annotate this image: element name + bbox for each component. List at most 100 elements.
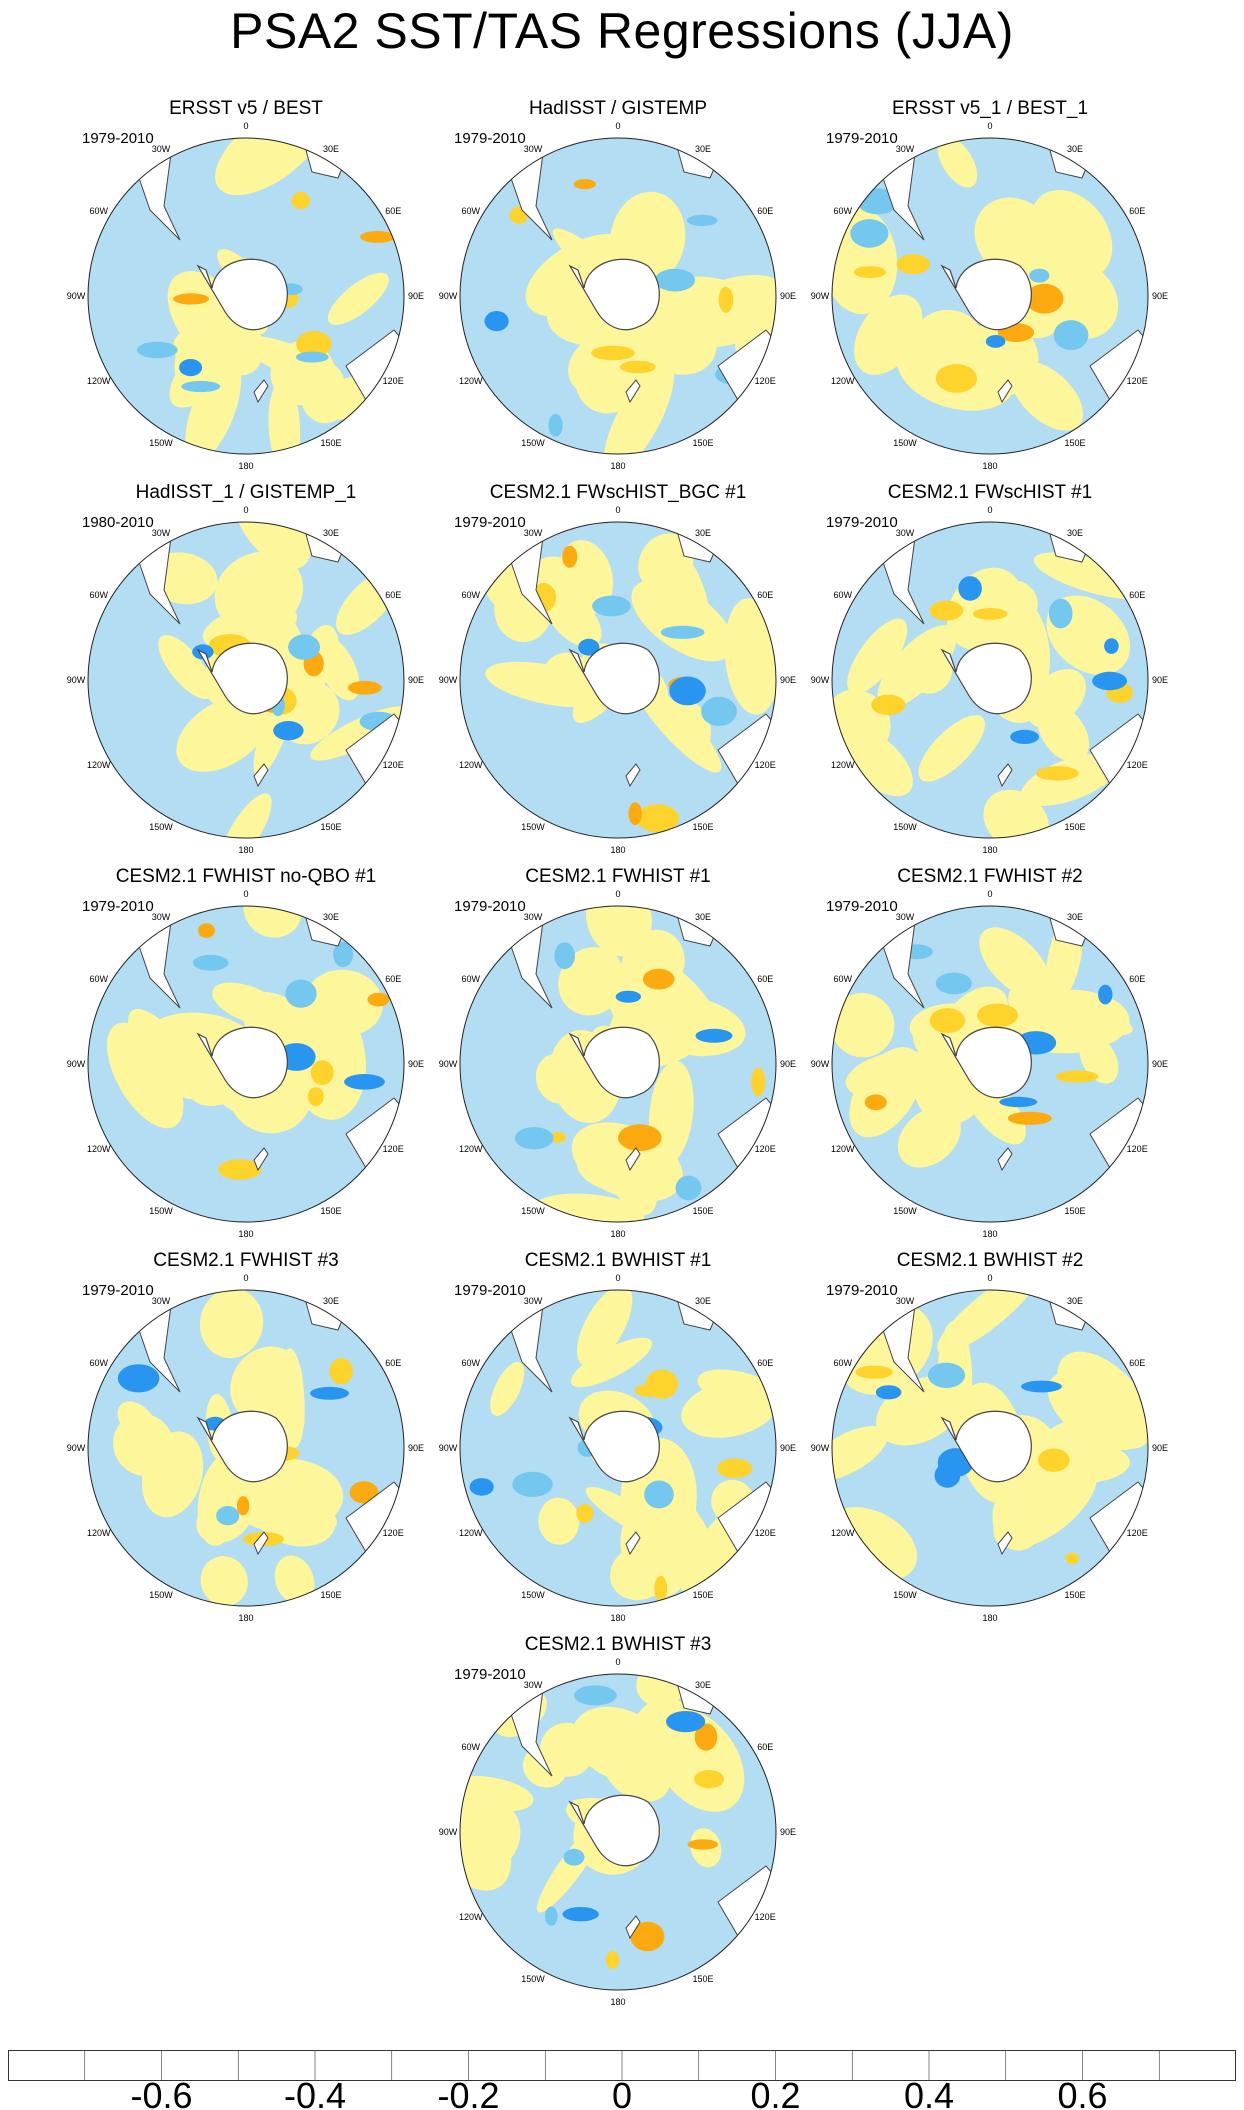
longitude-label: 60E (385, 590, 401, 600)
map-boundary (831, 521, 1149, 839)
longitude-label: 30E (323, 528, 339, 538)
longitude-label: 60W (462, 974, 481, 984)
longitude-label: 150E (1064, 1590, 1085, 1600)
longitude-label: 90W (811, 291, 830, 301)
longitude-label: 150W (893, 438, 917, 448)
strong-positive-anomaly (896, 254, 930, 275)
panel-period: 1979-2010 (454, 514, 526, 531)
longitude-label: 60W (90, 974, 109, 984)
longitude-label: 30E (695, 1296, 711, 1306)
strong-positive-anomaly (550, 1131, 566, 1143)
new-zealand-landmass (253, 1147, 269, 1172)
negative-anomaly-region (344, 1074, 385, 1090)
map-boundary (831, 1289, 1149, 1607)
positive-anomaly-region (185, 358, 242, 454)
panel-period: 1979-2010 (826, 130, 898, 147)
positive-anomaly-region (327, 272, 389, 325)
negative-anomaly-region (288, 634, 321, 660)
longitude-label: 150W (521, 1974, 545, 1984)
new-zealand-landmass (997, 763, 1013, 788)
polar-map: 0 30E 60E 90E 120E 150E 180 150W 120W 90W 60W 30W (811, 121, 1168, 471)
positive-anomaly-region (304, 969, 383, 1036)
longitude-label: 180 (610, 1229, 625, 1239)
colorbar-tick-label: 0.2 (750, 2075, 800, 2110)
polar-map: 0 30E 60E 90E 120E 150E 180 150W 120W 90W 60W 30W (439, 505, 796, 855)
strong-positive-anomaly (573, 179, 596, 190)
positive-anomaly-region (638, 533, 694, 592)
longitude-label: 90E (408, 675, 424, 685)
antarctica-landmass (940, 1410, 1032, 1483)
new-zealand-landmass (253, 379, 269, 404)
strong-positive-anomaly (236, 1496, 250, 1516)
longitude-label: 120W (87, 760, 111, 770)
panel-period: 1980-2010 (82, 514, 154, 531)
map-boundary (459, 1289, 777, 1607)
map-boundary (459, 521, 777, 839)
strong-positive-anomaly (605, 1950, 620, 1969)
negative-anomaly-region (935, 972, 972, 995)
negative-anomaly-region (574, 1685, 617, 1706)
panel-title: HadISST_1 / GISTEMP_1 (135, 482, 357, 503)
longitude-label: 120W (459, 1528, 483, 1538)
strong-positive-anomaly (296, 330, 332, 358)
new-zealand-landmass (997, 1531, 1013, 1556)
longitude-label: 30W (896, 912, 915, 922)
negative-anomaly-region (216, 1506, 240, 1526)
negative-anomaly-region (562, 1907, 599, 1922)
map-panel: CESM2.1 FWHIST #1 1979-2010 0 30E 60E 90E 120E… (432, 866, 804, 1254)
positive-anomaly-region (141, 1431, 204, 1518)
positive-anomaly-region (200, 1556, 248, 1606)
negative-anomaly-region (934, 1463, 961, 1488)
negative-anomaly-region (1092, 671, 1128, 691)
map-panel: ERSST v5_1 / BEST_1 1979-2010 0 30E 60E 90E 12… (804, 98, 1176, 486)
longitude-label: 0 (987, 121, 992, 131)
positive-anomaly-region (905, 646, 953, 694)
negative-anomaly-region (310, 1386, 349, 1400)
longitude-label: 60W (462, 1358, 481, 1368)
positive-anomaly-region (158, 634, 214, 700)
negative-anomaly-region (512, 1471, 553, 1497)
longitude-label: 180 (982, 1613, 997, 1623)
strong-positive-anomaly (687, 1839, 719, 1850)
negative-anomaly-region (285, 979, 317, 1008)
longitude-label: 0 (615, 1273, 620, 1283)
positive-anomaly-region (832, 993, 895, 1058)
longitude-label: 150W (149, 438, 173, 448)
longitude-label: 150W (149, 1206, 173, 1216)
positive-anomaly-region (847, 618, 908, 695)
panel-title: HadISST / GISTEMP (528, 98, 708, 119)
negative-anomaly-region (669, 676, 706, 706)
longitude-label: 60E (385, 1358, 401, 1368)
longitude-label: 30W (152, 528, 171, 538)
negative-anomaly-region (666, 1711, 706, 1733)
negative-anomaly-region (469, 1478, 494, 1496)
strong-positive-anomaly (576, 1503, 594, 1523)
longitude-label: 0 (987, 889, 992, 899)
new-zealand-landmass (253, 1531, 269, 1556)
strong-positive-anomaly (630, 1921, 665, 1952)
longitude-label: 30E (1067, 912, 1083, 922)
strong-positive-anomaly (618, 1124, 662, 1152)
longitude-label: 120E (755, 1528, 776, 1538)
panel-period: 1979-2010 (454, 1666, 526, 1683)
strong-positive-anomaly (218, 1159, 262, 1180)
polar-map: 0 30E 60E 90E 120E 150E 180 150W 120W 90W 60W 30W (67, 1273, 424, 1623)
longitude-label: 150E (692, 1590, 713, 1600)
longitude-label: 60W (834, 206, 853, 216)
negative-anomaly-region (136, 341, 178, 359)
strong-positive-anomaly (871, 694, 906, 716)
longitude-label: 30W (524, 912, 543, 922)
longitude-label: 90E (408, 1443, 424, 1453)
positive-anomaly-region (586, 906, 652, 957)
longitude-label: 60E (1129, 206, 1145, 216)
longitude-label: 30W (524, 1680, 543, 1690)
positive-anomaly-region (242, 336, 335, 383)
figure-title: PSA2 SST/TAS Regressions (JJA) (230, 3, 1014, 59)
longitude-label: 150E (1064, 438, 1085, 448)
strong-positive-anomaly (636, 804, 679, 833)
longitude-label: 90W (439, 1059, 458, 1069)
longitude-label: 30E (323, 912, 339, 922)
negative-anomaly-region (578, 638, 600, 656)
antarctica-landmass (940, 642, 1032, 715)
negative-anomaly-region (687, 214, 718, 226)
